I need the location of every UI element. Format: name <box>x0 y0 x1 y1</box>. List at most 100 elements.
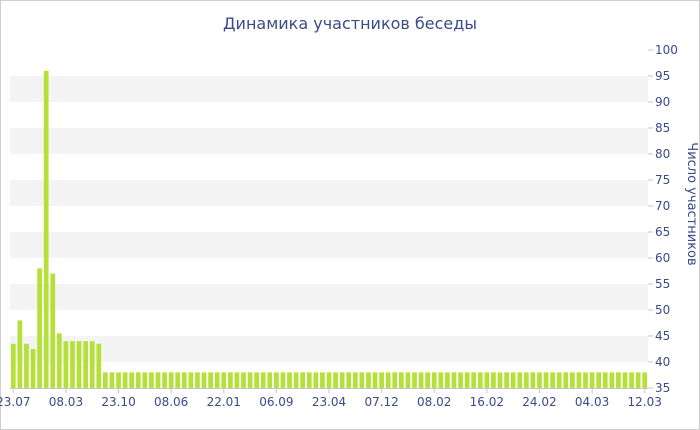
bar[interactable] <box>83 341 89 388</box>
bar[interactable] <box>122 372 128 388</box>
bar[interactable] <box>563 372 569 388</box>
x-tick-label: 16.02 <box>470 395 504 409</box>
bar[interactable] <box>352 372 358 388</box>
bar[interactable] <box>602 372 608 388</box>
bar[interactable] <box>412 372 417 388</box>
bar[interactable] <box>274 372 279 388</box>
bar[interactable] <box>372 372 378 388</box>
bar[interactable] <box>398 372 404 388</box>
bar[interactable] <box>37 268 42 388</box>
bar[interactable] <box>425 372 431 388</box>
bar[interactable] <box>543 372 549 388</box>
bar[interactable] <box>142 372 148 388</box>
bar[interactable] <box>30 349 36 388</box>
bar[interactable] <box>10 343 16 388</box>
bar[interactable] <box>556 372 562 388</box>
bar[interactable] <box>254 372 260 388</box>
bar[interactable] <box>313 372 319 388</box>
bar[interactable] <box>116 372 121 388</box>
bar[interactable] <box>306 372 312 388</box>
bar[interactable] <box>227 372 233 388</box>
bar[interactable] <box>438 372 444 388</box>
bar[interactable] <box>135 372 141 388</box>
bar[interactable] <box>497 372 503 388</box>
bar[interactable] <box>550 372 555 388</box>
bar[interactable] <box>155 372 161 388</box>
x-tick-label: 07.12 <box>364 395 398 409</box>
bar[interactable] <box>576 372 582 388</box>
bar[interactable] <box>642 372 648 388</box>
bar[interactable] <box>43 70 49 389</box>
bar[interactable] <box>431 372 437 388</box>
bar[interactable] <box>510 372 516 388</box>
bar[interactable] <box>523 372 529 388</box>
bar[interactable] <box>596 372 602 388</box>
bar[interactable] <box>609 372 615 388</box>
bar[interactable] <box>583 372 588 388</box>
bar[interactable] <box>208 372 213 388</box>
bar[interactable] <box>477 372 483 388</box>
bar[interactable] <box>504 372 509 388</box>
bar[interactable] <box>70 341 75 388</box>
bar[interactable] <box>188 372 194 388</box>
bar[interactable] <box>346 372 352 388</box>
bar[interactable] <box>320 372 325 388</box>
bar[interactable] <box>214 372 220 388</box>
bar[interactable] <box>589 372 595 388</box>
bar[interactable] <box>287 372 292 388</box>
bar[interactable] <box>622 372 628 388</box>
bar[interactable] <box>484 372 490 388</box>
bar[interactable] <box>201 372 207 388</box>
bar[interactable] <box>418 372 424 388</box>
bar[interactable] <box>530 372 536 388</box>
bar[interactable] <box>445 372 450 388</box>
bar[interactable] <box>451 372 457 388</box>
bar[interactable] <box>464 372 470 388</box>
bar[interactable] <box>168 372 174 388</box>
bar[interactable] <box>629 372 634 388</box>
bar[interactable] <box>385 372 391 388</box>
bar[interactable] <box>280 372 286 388</box>
bar[interactable] <box>63 341 69 388</box>
bar[interactable] <box>234 372 240 388</box>
bar[interactable] <box>260 372 266 388</box>
bar[interactable] <box>24 343 29 388</box>
bar[interactable] <box>96 343 102 388</box>
bar[interactable] <box>175 372 181 388</box>
bar[interactable] <box>50 273 56 388</box>
bar[interactable] <box>221 372 227 388</box>
bar[interactable] <box>149 372 154 388</box>
bar[interactable] <box>181 372 187 388</box>
bar[interactable] <box>333 372 338 388</box>
bar[interactable] <box>195 372 200 388</box>
bar[interactable] <box>17 320 23 388</box>
bar[interactable] <box>56 333 62 388</box>
bar[interactable] <box>359 372 365 388</box>
bar[interactable] <box>241 372 246 388</box>
bar[interactable] <box>339 372 345 388</box>
bar[interactable] <box>326 372 332 388</box>
bar[interactable] <box>379 372 384 388</box>
bar[interactable] <box>537 372 542 388</box>
bar[interactable] <box>458 372 463 388</box>
bar[interactable] <box>300 372 306 388</box>
x-ticks: 23.07 08.03 23.10 08.06 22.01 06.09 23.04 07.12… <box>0 388 662 409</box>
bar[interactable] <box>76 341 82 388</box>
bar[interactable] <box>392 372 398 388</box>
bar[interactable] <box>616 372 621 388</box>
bar[interactable] <box>405 372 411 388</box>
bar[interactable] <box>517 372 523 388</box>
bar[interactable] <box>129 372 135 388</box>
bar[interactable] <box>366 372 371 388</box>
bar[interactable] <box>162 372 167 388</box>
bar[interactable] <box>89 341 95 388</box>
bar[interactable] <box>293 372 299 388</box>
bar[interactable] <box>471 372 477 388</box>
bar[interactable] <box>109 372 115 388</box>
bar[interactable] <box>247 372 253 388</box>
bar[interactable] <box>569 372 575 388</box>
bar[interactable] <box>103 372 108 388</box>
bar[interactable] <box>491 372 496 388</box>
bar[interactable] <box>635 372 641 388</box>
bar[interactable] <box>267 372 273 388</box>
